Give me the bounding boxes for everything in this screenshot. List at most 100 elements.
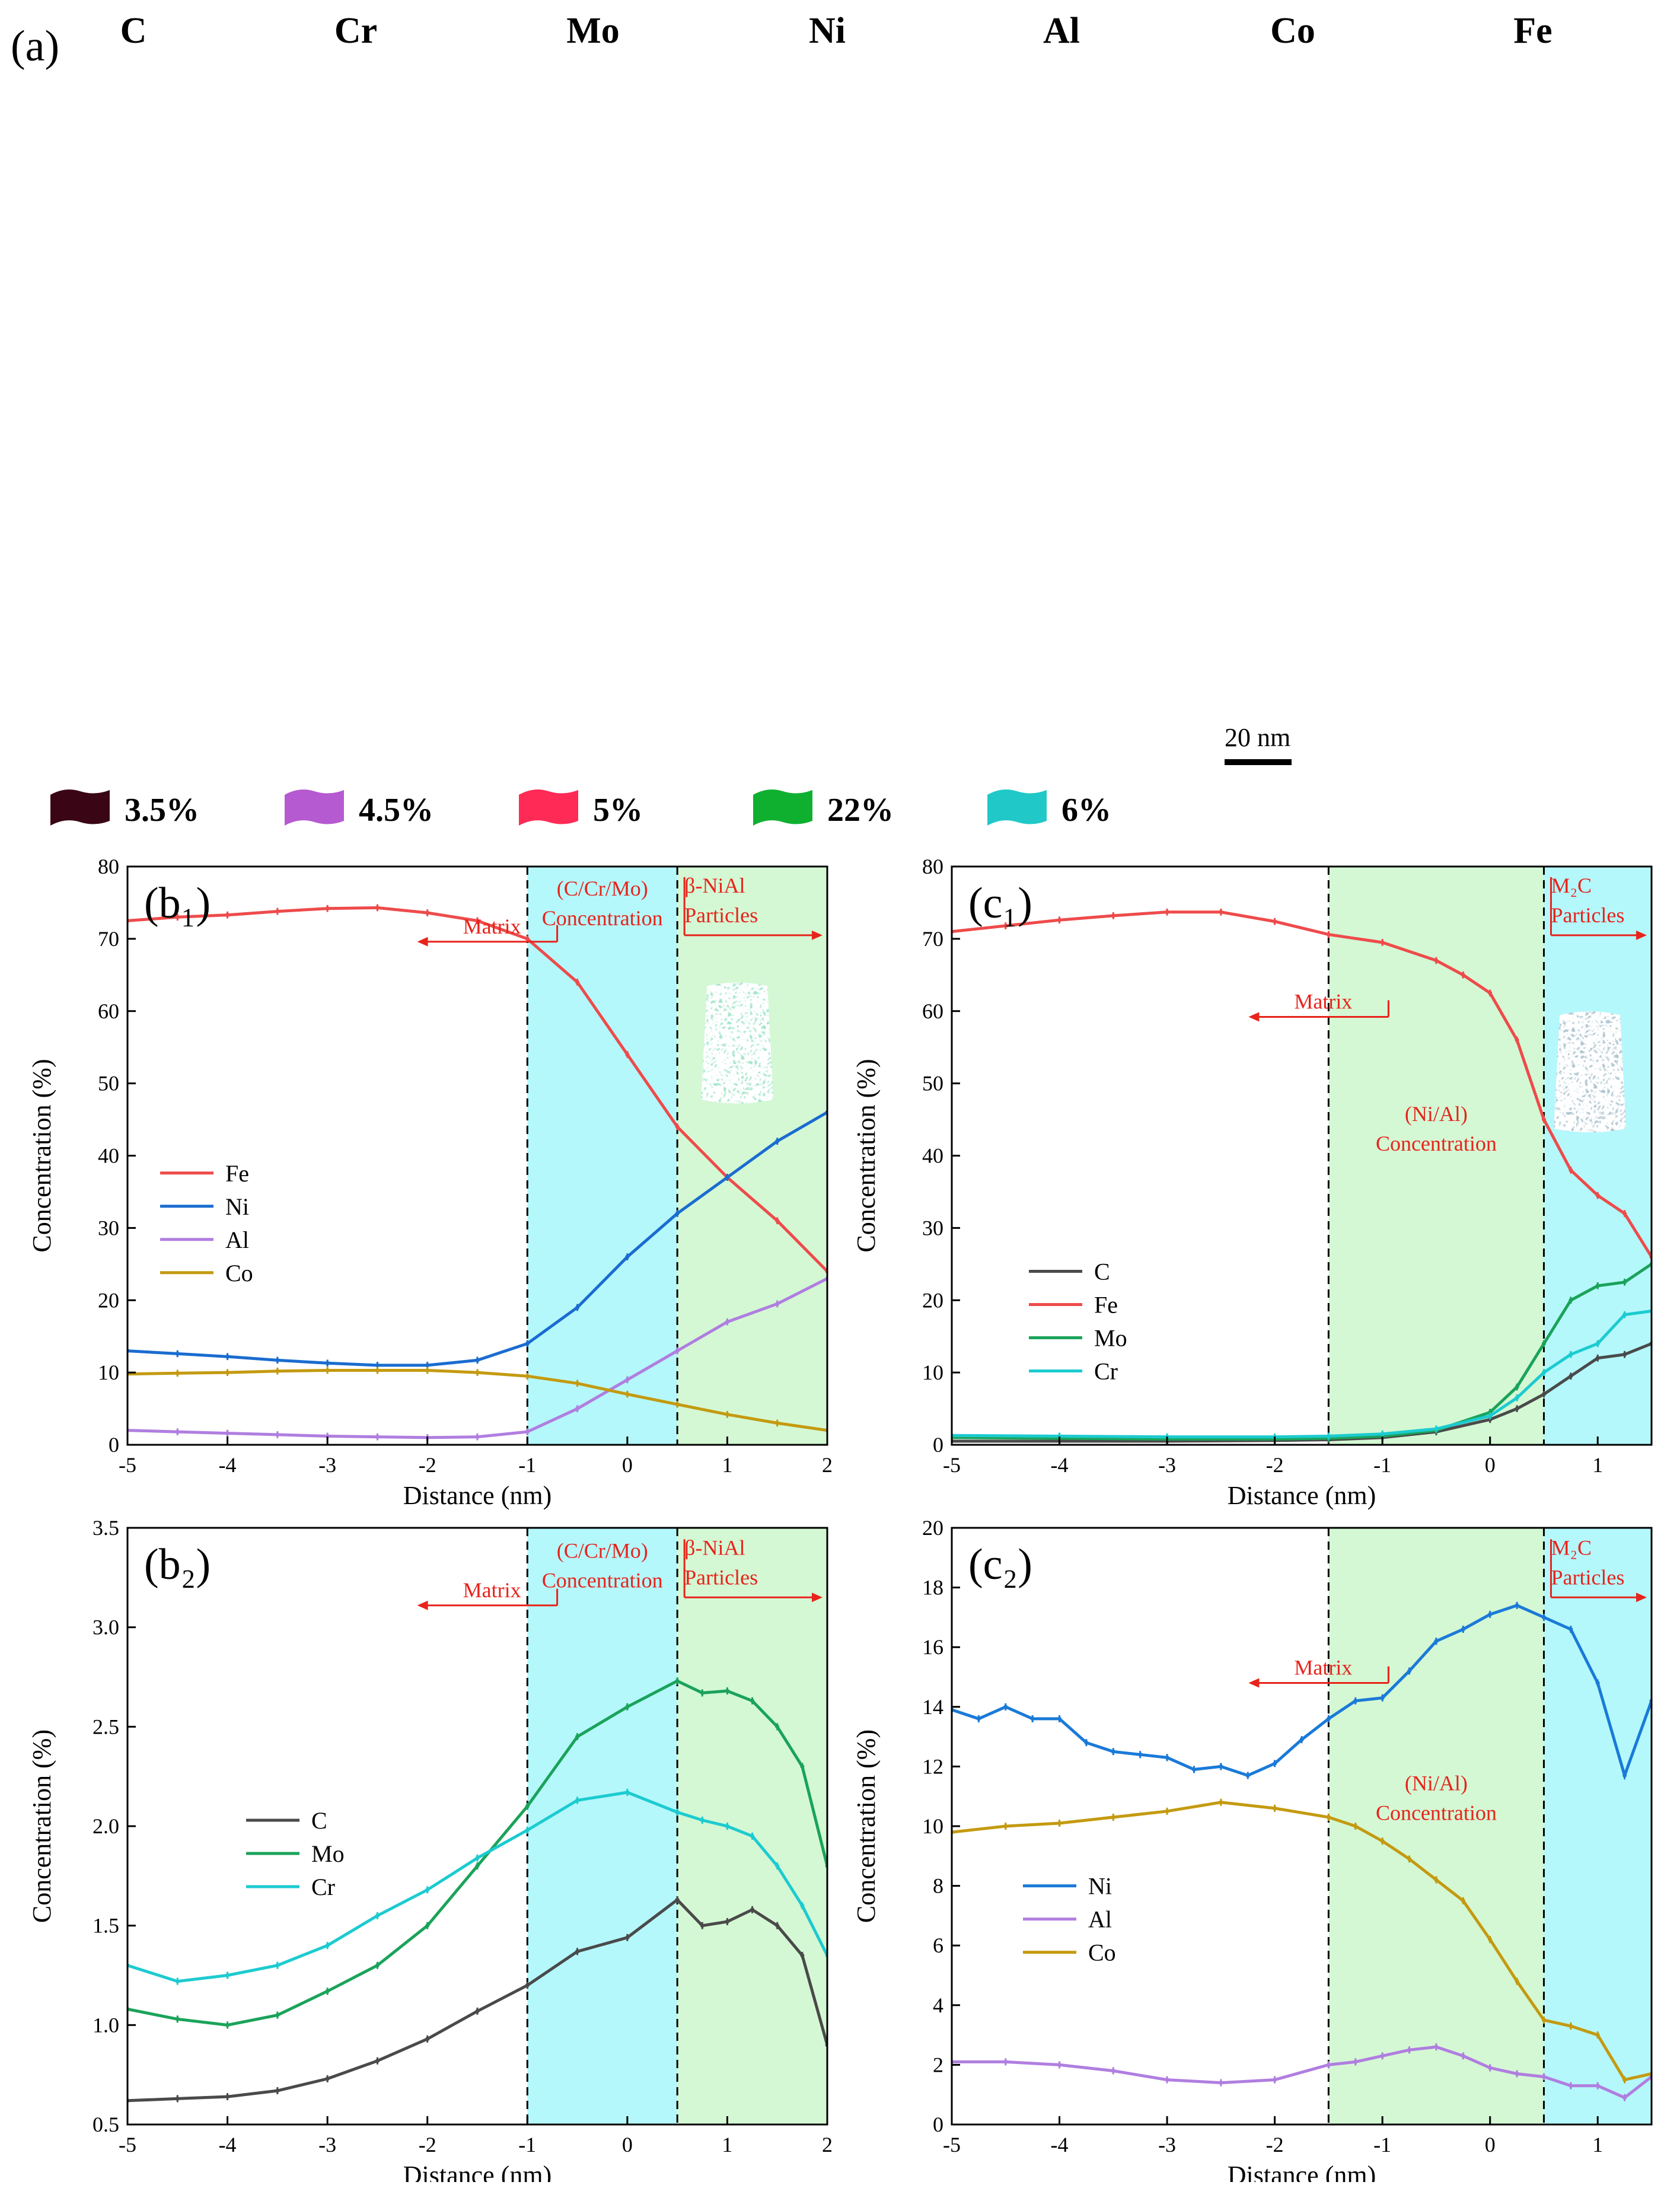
region2-annotation: β-NiAl Particles	[683, 874, 823, 940]
y-tick-label: 10	[98, 1361, 119, 1384]
legend-entry-al: Al	[225, 1227, 249, 1253]
data-point	[725, 1689, 729, 1693]
data-point	[675, 1678, 680, 1683]
panel-label: (b₂)	[144, 1540, 211, 1589]
data-point	[225, 1973, 230, 1977]
y-tick-label: 0	[109, 1433, 119, 1457]
atom-cloud	[519, 60, 738, 427]
series-line-fe	[952, 910, 1652, 1258]
data-point	[675, 1349, 680, 1353]
data-point	[575, 1406, 580, 1411]
data-point	[275, 909, 280, 914]
data-point	[225, 2022, 230, 2027]
data-point	[625, 1705, 630, 1709]
data-point	[800, 1903, 805, 1908]
data-point	[725, 1175, 729, 1180]
data-point	[475, 1856, 480, 1861]
data-point	[725, 1320, 729, 1324]
data-point	[1541, 1615, 1546, 1620]
data-point	[325, 1368, 330, 1372]
data-point	[1515, 2071, 1519, 2076]
data-point	[775, 1218, 780, 1223]
data-point	[1515, 1979, 1519, 1984]
data-point	[375, 1435, 380, 1439]
data-point	[525, 1804, 530, 1808]
data-point	[1219, 2081, 1223, 2085]
data-point	[1595, 2033, 1600, 2037]
data-point	[375, 1368, 380, 1372]
y-tick-label: 20	[98, 1288, 119, 1312]
data-point	[775, 1139, 780, 1144]
isosurface-blobs	[987, 422, 1207, 789]
data-point	[575, 980, 580, 985]
data-point	[1541, 2018, 1546, 2022]
series-line-c	[952, 1342, 1652, 1443]
data-point	[1219, 1800, 1223, 1805]
data-point	[1595, 1283, 1600, 1288]
y-tick-label: 60	[922, 999, 943, 1023]
legend-entry-al: Al	[1088, 1906, 1112, 1933]
y-tick-label: 16	[922, 1635, 943, 1659]
y-tick-label: 3.0	[93, 1616, 119, 1639]
data-point	[1541, 1370, 1546, 1375]
y-axis-title: Concentration (%)	[852, 1059, 881, 1252]
data-point	[1569, 1627, 1573, 1632]
isosurface-blobs	[753, 422, 973, 789]
region2-label: β-NiAl	[684, 1536, 745, 1559]
region1-label: Concentration	[1376, 1132, 1497, 1155]
series-line-mo	[127, 1679, 827, 2027]
data-point	[275, 2013, 280, 2018]
element-label-fe: Fe	[1513, 11, 1552, 51]
scale-bar-label: 20 nm	[1225, 723, 1290, 752]
y-tick-label: 20	[922, 1288, 943, 1312]
data-point	[1622, 1352, 1627, 1357]
data-point	[225, 2094, 230, 2099]
series-line-co	[952, 1801, 1652, 2082]
x-tick-label: -4	[219, 2133, 237, 2157]
matrix-annotation: Matrix	[1248, 990, 1389, 1022]
x-tick-label: -3	[1158, 2133, 1176, 2157]
y-tick-label: 80	[922, 855, 943, 878]
data-point	[325, 1434, 330, 1438]
data-point	[1541, 1392, 1546, 1397]
data-point	[1326, 932, 1331, 937]
y-tick-label: 14	[922, 1695, 943, 1719]
data-point	[175, 1979, 180, 1984]
region1-label: Concentration	[542, 1568, 663, 1592]
data-point	[1434, 958, 1439, 963]
data-point	[750, 1907, 755, 1912]
data-point	[675, 1402, 680, 1407]
element-label-cr: Cr	[334, 11, 377, 51]
data-point	[725, 1824, 729, 1829]
y-tick-label: 0	[933, 2113, 943, 2136]
x-tick-label: 2	[822, 1453, 833, 1477]
data-point	[1434, 1639, 1439, 1643]
data-point	[475, 1435, 480, 1439]
matrix-label: Matrix	[1294, 1656, 1352, 1680]
data-point	[1380, 1696, 1385, 1700]
x-axis-title: Distance (nm)	[403, 2161, 552, 2182]
legend-entry-ni: Ni	[1088, 1873, 1112, 1900]
isosurface-map-1	[50, 422, 270, 789]
x-tick-label: 0	[622, 1453, 633, 1477]
atom-cloud	[987, 60, 1207, 427]
data-point	[775, 1923, 780, 1928]
element-label-al: Al	[1043, 11, 1080, 51]
isosurface-map-4	[753, 422, 973, 789]
atom-cloud	[50, 60, 270, 427]
data-point	[1380, 1839, 1385, 1843]
data-point	[175, 915, 180, 919]
data-point	[325, 906, 330, 911]
data-point	[1245, 1773, 1250, 1778]
legend-entry-co: Co	[1088, 1939, 1116, 1966]
data-point	[475, 2009, 480, 2014]
data-point	[1273, 919, 1277, 924]
x-tick-label: -4	[1051, 1453, 1069, 1477]
atom-map-cr	[285, 60, 504, 427]
x-tick-label: 0	[1485, 1453, 1496, 1477]
series-line-c	[127, 1897, 827, 2103]
data-point	[375, 1363, 380, 1368]
x-tick-label: -4	[219, 1453, 237, 1477]
y-tick-label: 3.5	[93, 1516, 119, 1540]
data-point	[175, 2096, 180, 2101]
